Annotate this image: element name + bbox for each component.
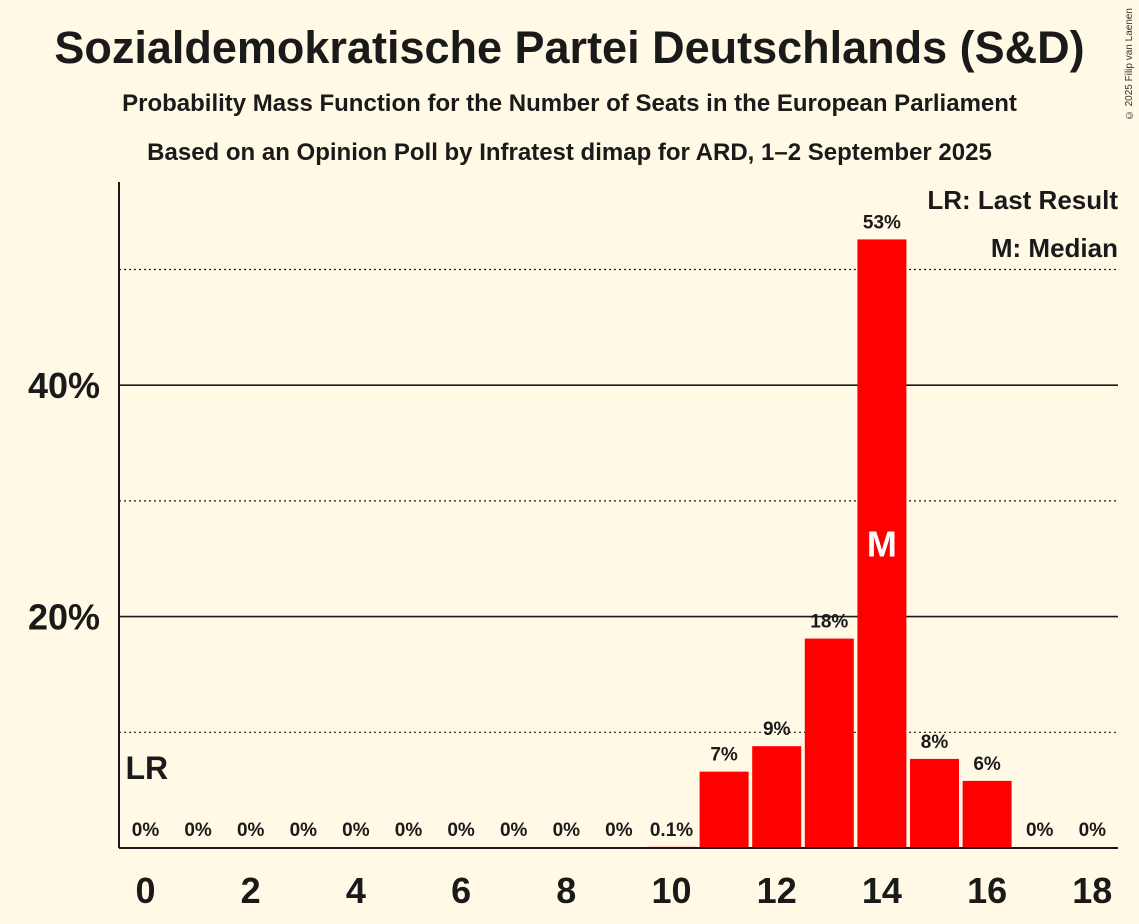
data-label: 7% bbox=[710, 745, 738, 766]
bar bbox=[804, 638, 854, 848]
bar bbox=[699, 771, 749, 848]
data-label: 9% bbox=[763, 719, 791, 740]
data-label: 0% bbox=[1026, 820, 1054, 841]
y-tick-label: 40% bbox=[28, 365, 100, 406]
data-label: 0% bbox=[132, 820, 160, 841]
data-label: 0% bbox=[500, 820, 528, 841]
data-label: 0% bbox=[553, 820, 581, 841]
x-tick-label: 0 bbox=[135, 870, 155, 911]
x-tick-label: 8 bbox=[556, 870, 576, 911]
data-label: 53% bbox=[863, 212, 901, 233]
data-label: 18% bbox=[810, 612, 848, 633]
bar bbox=[910, 758, 959, 848]
x-tick-label: 2 bbox=[241, 870, 261, 911]
y-tick-label: 20% bbox=[28, 597, 100, 638]
bar bbox=[752, 746, 802, 848]
bar bbox=[962, 780, 1012, 848]
data-label: 0.1% bbox=[650, 820, 693, 841]
median-marker: M bbox=[867, 524, 897, 565]
data-label: 0% bbox=[184, 820, 212, 841]
legend-last-result: LR: Last Result bbox=[927, 185, 1118, 215]
data-label: 0% bbox=[237, 820, 265, 841]
chart-subtitle: Probability Mass Function for the Number… bbox=[122, 90, 1017, 117]
legend-median: M: Median bbox=[990, 233, 1118, 263]
data-label: 0% bbox=[395, 820, 423, 841]
data-label: 0% bbox=[290, 820, 318, 841]
data-label: 0% bbox=[605, 820, 633, 841]
x-tick-label: 16 bbox=[967, 870, 1007, 911]
last-result-marker: LR bbox=[126, 750, 169, 786]
data-label: 0% bbox=[447, 820, 475, 841]
x-tick-label: 14 bbox=[862, 870, 902, 911]
x-tick-label: 12 bbox=[757, 870, 797, 911]
bar bbox=[857, 239, 907, 849]
x-tick-label: 4 bbox=[346, 870, 366, 911]
x-tick-label: 6 bbox=[451, 870, 471, 911]
x-tick-label: 18 bbox=[1072, 870, 1112, 911]
x-tick-label: 10 bbox=[651, 870, 691, 911]
data-label: 0% bbox=[1079, 820, 1107, 841]
chart-title: Sozialdemokratische Partei Deutschlands … bbox=[54, 22, 1085, 73]
chart-source: Based on an Opinion Poll by Infratest di… bbox=[147, 139, 992, 166]
data-label: 8% bbox=[921, 732, 949, 753]
data-label: 6% bbox=[973, 754, 1001, 775]
data-label: 0% bbox=[342, 820, 370, 841]
